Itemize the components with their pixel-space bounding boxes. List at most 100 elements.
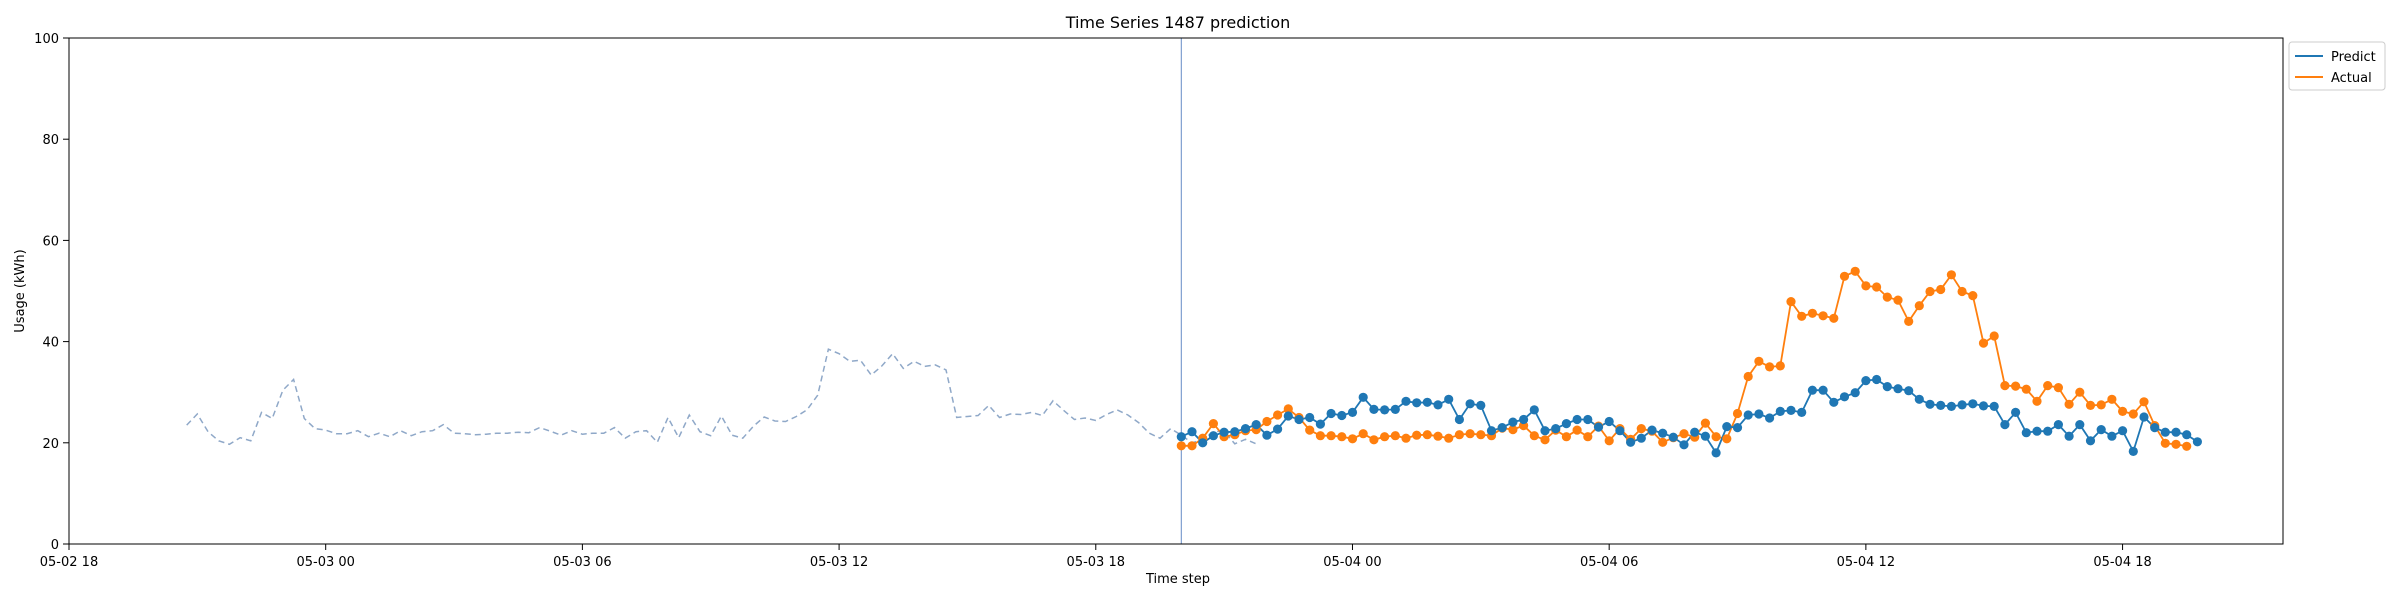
- actual-point: [1369, 435, 1379, 445]
- predict-point: [1872, 374, 1882, 385]
- predict-point: [1786, 405, 1796, 415]
- predict-point: [1497, 423, 1507, 433]
- predict-point: [2064, 431, 2074, 441]
- predict-point: [2043, 426, 2053, 436]
- predict-point: [1347, 407, 1358, 417]
- actual-point: [2160, 438, 2170, 448]
- y-axis-label: Usage (kWh): [13, 249, 28, 332]
- actual-point: [1262, 416, 1272, 427]
- series-layer: [186, 38, 2202, 544]
- actual-point: [2075, 387, 2085, 397]
- predict-point: [1882, 382, 1892, 392]
- actual-point: [1957, 286, 1967, 297]
- predict-point: [1433, 400, 1443, 410]
- predict-point: [1561, 419, 1571, 429]
- actual-point: [1583, 432, 1593, 442]
- actual-point: [1711, 432, 1721, 442]
- predict-point: [2150, 423, 2160, 433]
- actual-point: [1401, 433, 1411, 443]
- actual-point: [1732, 408, 1743, 419]
- actual-point: [1893, 295, 1903, 305]
- actual-point: [1978, 338, 1989, 348]
- y-tick-label: 100: [34, 32, 59, 47]
- predict-point: [1540, 426, 1550, 436]
- predict-point: [1337, 410, 1347, 421]
- predict-point: [1925, 399, 1935, 409]
- predict-point: [2160, 427, 2170, 437]
- x-tick-label: 05-03 12: [810, 555, 868, 570]
- predict-point: [1700, 431, 1710, 441]
- actual-point: [1283, 404, 1293, 414]
- actual-point: [1818, 311, 1828, 321]
- y-tick-label: 40: [42, 336, 59, 351]
- actual-point: [1422, 430, 1432, 440]
- legend-label-actual: Actual: [2331, 71, 2372, 86]
- actual-point: [1433, 431, 1443, 441]
- actual-point: [1412, 430, 1422, 440]
- predict-point: [1968, 399, 1978, 409]
- predict-point: [1604, 416, 1614, 427]
- x-tick-label: 05-03 18: [1067, 555, 1125, 570]
- actual-point: [1946, 270, 1956, 280]
- actual-point: [1904, 316, 1914, 326]
- x-tick-label: 05-04 18: [2093, 555, 2151, 570]
- predict-point: [1893, 384, 1903, 394]
- actual-point: [2139, 397, 2149, 407]
- actual-point: [2171, 439, 2181, 449]
- history-line: [186, 348, 1257, 446]
- predict-point: [1797, 407, 1807, 417]
- predict-point: [2053, 420, 2063, 430]
- actual-point: [2118, 406, 2128, 416]
- predict-point: [1711, 448, 1721, 458]
- actual-point: [2128, 409, 2138, 419]
- predict-point: [1262, 430, 1272, 440]
- actual-point: [1465, 429, 1475, 439]
- actual-point: [2085, 400, 2096, 410]
- actual-point: [1754, 356, 1764, 366]
- predict-point: [1176, 432, 1186, 442]
- predict-point: [1390, 404, 1400, 414]
- x-axis-label: Time step: [1145, 572, 1210, 587]
- predict-point: [1294, 414, 1304, 425]
- predict-point: [1572, 414, 1582, 425]
- actual-point: [1839, 271, 1850, 281]
- predict-point: [1519, 414, 1529, 425]
- predict-point: [1412, 398, 1422, 408]
- predict-point: [2182, 430, 2192, 440]
- actual-point: [1882, 292, 1892, 302]
- predict-point: [1251, 420, 1261, 430]
- predict-point: [1369, 404, 1379, 414]
- predict-point: [1615, 426, 1625, 436]
- actual-point: [1722, 434, 1732, 444]
- y-tick-label: 80: [42, 133, 59, 148]
- predict-point: [2000, 420, 2010, 430]
- predict-point: [2032, 426, 2042, 436]
- actual-point: [1561, 432, 1571, 442]
- predict-point: [1444, 394, 1454, 404]
- predict-point: [1551, 424, 1561, 434]
- actual-point: [1765, 362, 1775, 372]
- predict-point: [1989, 401, 1999, 411]
- actual-point: [2032, 396, 2042, 406]
- actual-point: [1797, 311, 1807, 321]
- actual-point: [2064, 399, 2074, 409]
- predict-point: [1380, 405, 1390, 415]
- actual-point: [1743, 371, 1753, 382]
- predict-point: [1636, 433, 1646, 443]
- actual-line: [1181, 270, 2187, 448]
- predict-point: [1679, 440, 1689, 450]
- actual-point: [1636, 424, 1646, 434]
- actual-point: [1925, 286, 1935, 297]
- predict-point: [1775, 406, 1785, 416]
- predict-point: [1936, 400, 1946, 410]
- actual-point: [1305, 425, 1315, 435]
- predict-point: [1187, 427, 1197, 437]
- x-tick-label: 05-04 06: [1580, 555, 1638, 570]
- actual-point: [1989, 331, 1999, 341]
- predict-point: [1732, 423, 1743, 433]
- predict-point: [1743, 410, 1753, 420]
- predict-point: [1957, 400, 1967, 410]
- predict-point: [1583, 414, 1593, 425]
- actual-point: [2021, 384, 2031, 394]
